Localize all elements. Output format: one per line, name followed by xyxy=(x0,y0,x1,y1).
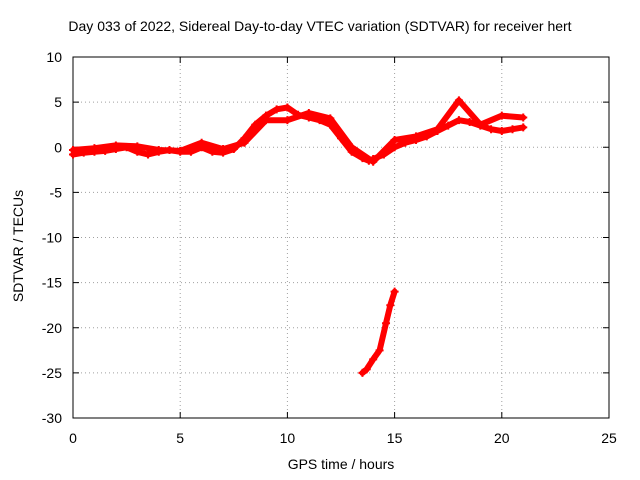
data-point xyxy=(369,157,378,166)
data-point xyxy=(358,368,367,377)
data-point xyxy=(69,145,77,154)
y-tick-label: 10 xyxy=(46,49,62,65)
data-point xyxy=(272,105,281,114)
data-point xyxy=(390,136,399,145)
y-tick-label: 0 xyxy=(54,139,62,155)
data-point xyxy=(497,127,506,136)
data-point xyxy=(176,146,185,155)
data-point xyxy=(519,123,528,132)
y-tick-label: -10 xyxy=(42,230,62,246)
data-point xyxy=(154,145,163,154)
data-point xyxy=(261,116,270,125)
data-point xyxy=(454,116,463,125)
data-point xyxy=(90,144,99,153)
x-tick-label: 25 xyxy=(601,430,617,446)
data-point xyxy=(412,132,421,141)
data-point xyxy=(347,143,356,152)
y-tick-label: -20 xyxy=(42,320,62,336)
data-point xyxy=(487,125,496,134)
data-point xyxy=(283,103,292,112)
x-tick-label: 5 xyxy=(176,430,184,446)
y-axis-label: SDTVAR / TECUs xyxy=(10,189,26,303)
data-point xyxy=(304,108,313,117)
data-point xyxy=(519,113,528,122)
data-point xyxy=(390,143,399,152)
data-point xyxy=(133,142,142,151)
data-point xyxy=(197,138,206,147)
y-tick-label: 5 xyxy=(54,94,62,110)
x-tick-label: 0 xyxy=(69,430,77,446)
y-tick-label: -15 xyxy=(42,275,62,291)
tick-marks xyxy=(72,56,610,419)
data-point xyxy=(240,138,249,147)
data-series-line xyxy=(70,97,527,165)
data-point xyxy=(362,365,371,374)
data-point xyxy=(476,120,485,129)
data-point xyxy=(369,355,378,364)
data-point xyxy=(144,150,153,159)
chart-title: Day 033 of 2022, Sidereal Day-to-day VTE… xyxy=(68,18,572,34)
data-point xyxy=(465,117,474,126)
data-point xyxy=(219,145,228,154)
data-point xyxy=(497,111,506,120)
data-point xyxy=(433,125,442,134)
data-point xyxy=(386,301,395,310)
data-point xyxy=(208,147,217,156)
x-axis-label: GPS time / hours xyxy=(287,456,395,472)
data-points xyxy=(69,96,528,377)
data-point xyxy=(283,116,292,125)
grid xyxy=(73,57,609,418)
y-tick-label: -25 xyxy=(42,365,62,381)
y-tick-label: -5 xyxy=(50,184,63,200)
data-point xyxy=(508,125,517,134)
data-point xyxy=(111,141,120,150)
y-tick-label: -30 xyxy=(42,410,62,426)
data-point xyxy=(444,121,453,130)
x-tick-label: 10 xyxy=(280,430,296,446)
tick-labels: 0 5 10 15 20 25 -30 -25 -20 -15 -10 -5 0 5 10 xyxy=(42,49,617,446)
x-tick-label: 20 xyxy=(494,430,510,446)
data-point xyxy=(382,319,391,328)
data-point xyxy=(375,346,384,355)
data-point xyxy=(390,287,399,296)
x-tick-label: 15 xyxy=(387,430,403,446)
data-point xyxy=(454,96,463,105)
data-point xyxy=(326,114,335,123)
